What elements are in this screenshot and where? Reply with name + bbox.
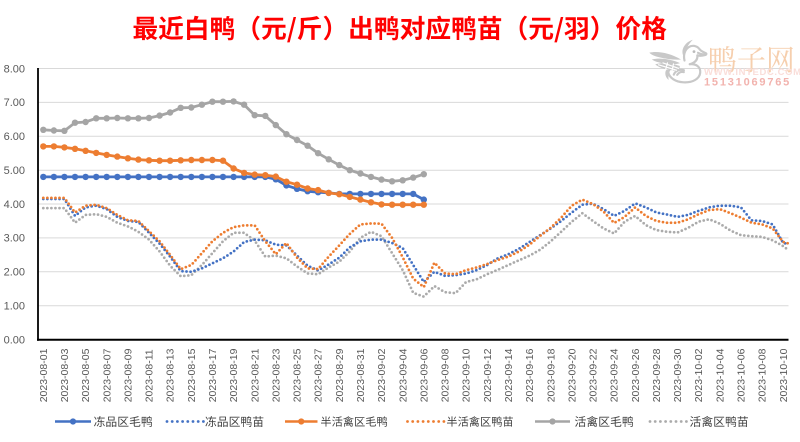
svg-text:8.00: 8.00 xyxy=(4,63,25,75)
svg-text:2023-09-30: 2023-09-30 xyxy=(672,348,684,402)
svg-text:2023-09-04: 2023-09-04 xyxy=(397,348,409,402)
svg-text:2023-08-31: 2023-08-31 xyxy=(355,348,367,402)
svg-text:WWW.INTEDC.COM: WWW.INTEDC.COM xyxy=(704,67,800,78)
svg-text:3.00: 3.00 xyxy=(4,233,25,245)
svg-text:2023-08-27: 2023-08-27 xyxy=(313,348,325,402)
svg-text:2023-08-29: 2023-08-29 xyxy=(334,348,346,402)
svg-text:0.00: 0.00 xyxy=(4,334,25,346)
svg-text:2023-09-16: 2023-09-16 xyxy=(524,348,536,402)
svg-text:2023-08-07: 2023-08-07 xyxy=(101,348,113,402)
svg-text:2023-08-05: 2023-08-05 xyxy=(80,348,92,402)
svg-text:2023-08-21: 2023-08-21 xyxy=(249,348,261,402)
svg-text:2023-08-23: 2023-08-23 xyxy=(270,348,282,402)
svg-text:2.00: 2.00 xyxy=(4,267,25,279)
svg-text:2023-09-08: 2023-09-08 xyxy=(440,348,452,402)
svg-text:2023-10-08: 2023-10-08 xyxy=(757,348,769,402)
svg-text:2023-08-03: 2023-08-03 xyxy=(59,348,71,402)
svg-text:2023-08-25: 2023-08-25 xyxy=(292,348,304,402)
svg-text:2023-08-17: 2023-08-17 xyxy=(207,348,219,402)
svg-text:2023-09-24: 2023-09-24 xyxy=(609,348,621,402)
svg-text:2023-09-12: 2023-09-12 xyxy=(482,348,494,402)
svg-text:4.00: 4.00 xyxy=(4,199,25,211)
svg-text:2023-08-19: 2023-08-19 xyxy=(228,348,240,402)
svg-text:2023-09-28: 2023-09-28 xyxy=(651,348,663,402)
svg-text:2023-10-04: 2023-10-04 xyxy=(714,348,726,402)
svg-text:2023-09-20: 2023-09-20 xyxy=(566,348,578,402)
svg-text:1.00: 1.00 xyxy=(4,301,25,313)
svg-text:7.00: 7.00 xyxy=(4,97,25,109)
svg-text:2023-09-26: 2023-09-26 xyxy=(630,348,642,402)
svg-text:2023-08-11: 2023-08-11 xyxy=(144,349,156,402)
svg-text:15131069765: 15131069765 xyxy=(704,77,791,89)
svg-text:2023-09-10: 2023-09-10 xyxy=(461,348,473,402)
svg-text:2023-08-13: 2023-08-13 xyxy=(165,348,177,402)
svg-text:2023-10-02: 2023-10-02 xyxy=(693,348,705,402)
svg-text:2023-08-15: 2023-08-15 xyxy=(186,348,198,402)
svg-text:6.00: 6.00 xyxy=(4,131,25,143)
svg-text:2023-08-09: 2023-08-09 xyxy=(123,348,135,402)
svg-text:2023-09-02: 2023-09-02 xyxy=(376,348,388,402)
svg-text:2023-08-01: 2023-08-01 xyxy=(38,348,50,402)
svg-text:2023-09-22: 2023-09-22 xyxy=(588,348,600,402)
svg-text:2023-10-10: 2023-10-10 xyxy=(778,348,790,402)
svg-text:5.00: 5.00 xyxy=(4,165,25,177)
svg-text:2023-10-06: 2023-10-06 xyxy=(736,348,748,402)
svg-text:2023-09-14: 2023-09-14 xyxy=(503,348,515,402)
svg-text:2023-09-18: 2023-09-18 xyxy=(545,348,557,402)
svg-text:2023-09-06: 2023-09-06 xyxy=(418,348,430,402)
